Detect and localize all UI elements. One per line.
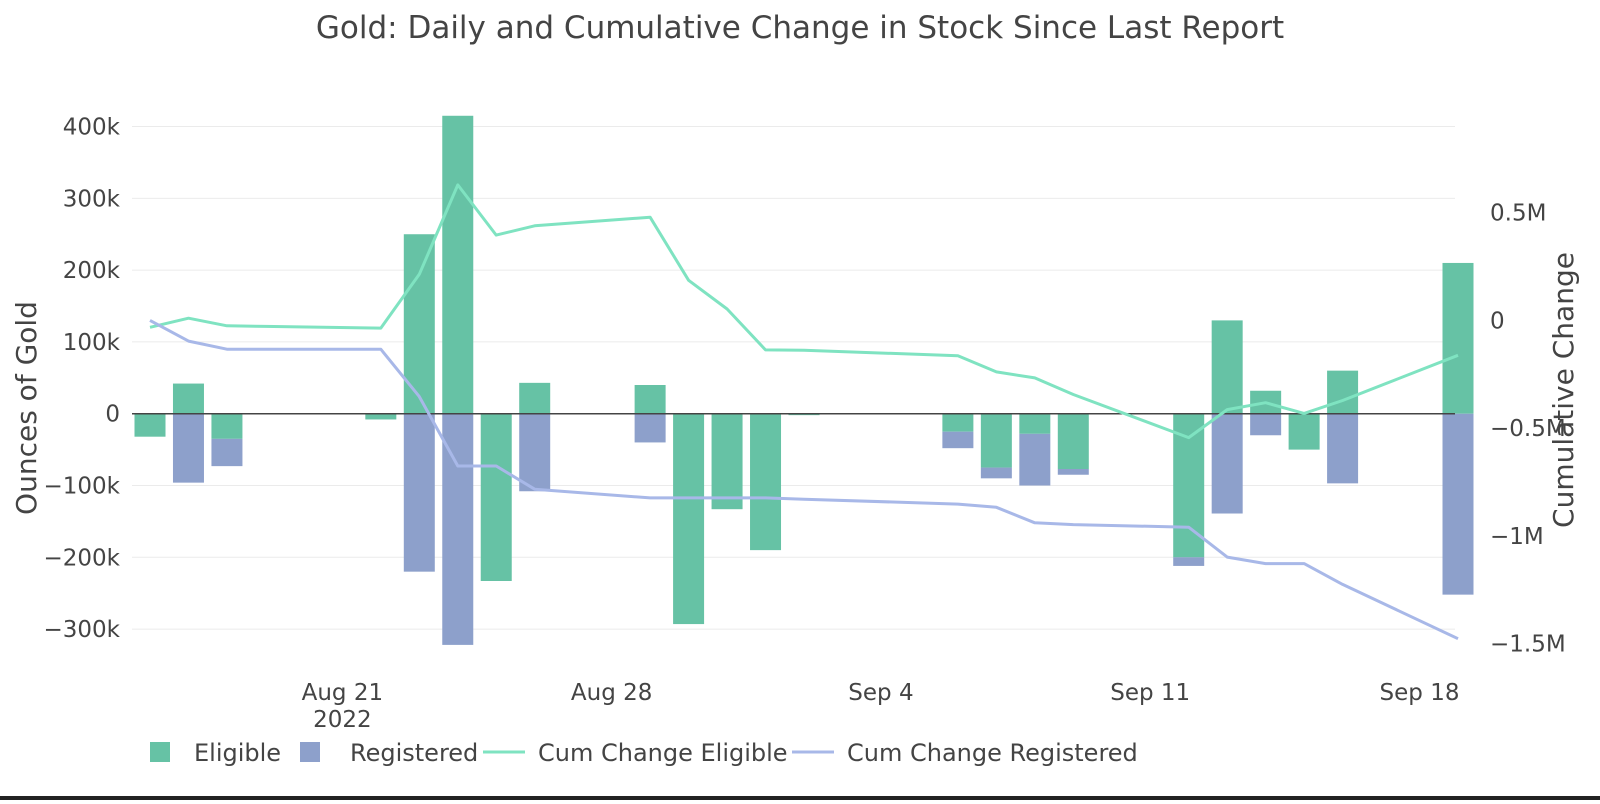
chart-title: Gold: Daily and Cumulative Change in Sto…	[316, 10, 1284, 46]
x-year-label: 2022	[313, 707, 372, 733]
bar-registered	[1250, 413, 1282, 436]
bar-eligible	[211, 413, 243, 439]
bar-eligible	[1211, 320, 1243, 414]
gridlines	[132, 126, 1455, 630]
legend: Eligible Registered Cum Change Eligible Cum…	[150, 739, 1138, 767]
y-axis-left-title: Ounces of Gold	[10, 301, 43, 515]
bar-eligible	[711, 413, 743, 510]
bar-registered	[403, 413, 435, 572]
legend-swatch-eligible	[150, 742, 170, 762]
bar-registered	[1442, 413, 1474, 595]
bar-eligible	[1442, 262, 1474, 414]
bar-registered	[1173, 557, 1205, 566]
y-right-tick-label: −1M	[1490, 524, 1544, 550]
bar-eligible	[1019, 413, 1051, 434]
bar-registered	[519, 413, 551, 492]
legend-label-registered: Registered	[350, 739, 478, 767]
bars	[134, 115, 1474, 645]
x-tick-label: Aug 21	[302, 680, 384, 706]
bar-eligible	[403, 234, 435, 414]
bar-eligible	[750, 413, 782, 551]
bar-eligible	[634, 385, 666, 414]
bar-registered	[172, 413, 204, 483]
bar-registered	[634, 413, 666, 443]
legend-label-cum-change-eligible: Cum Change Eligible	[538, 739, 788, 767]
line-cum-change-registered	[149, 319, 1459, 641]
y-right-tick-label: 0	[1490, 308, 1505, 334]
y-left-tick-label: −100k	[44, 474, 121, 500]
x-tick-label: Sep 4	[848, 680, 913, 706]
bar-registered	[1327, 413, 1359, 484]
bar-eligible	[480, 413, 512, 581]
bar-registered	[1019, 433, 1051, 486]
bar-eligible	[980, 413, 1012, 468]
y-left-tick-label: 0	[105, 402, 120, 428]
bar-eligible	[134, 413, 166, 437]
bar-registered	[1057, 469, 1089, 475]
bar-eligible	[1057, 413, 1089, 469]
line-cum-change-eligible	[149, 183, 1459, 440]
legend-label-cum-change-registered: Cum Change Registered	[847, 739, 1138, 767]
bar-registered	[1211, 413, 1243, 514]
legend-swatch-registered	[300, 742, 320, 762]
y-left-tick-label: 100k	[63, 330, 121, 356]
bottom-border	[0, 796, 1600, 800]
legend-label-eligible: Eligible	[194, 739, 281, 767]
y-right-tick-label: −1.5M	[1490, 631, 1566, 657]
y-left-tick-label: 300k	[63, 186, 121, 212]
bar-eligible	[942, 413, 974, 432]
bar-eligible	[519, 382, 551, 414]
y-left-tick-label: 400k	[63, 115, 121, 141]
y-left-tick-label: 200k	[63, 258, 121, 284]
bar-registered	[942, 431, 974, 449]
y-right-tick-label: −0.5M	[1490, 416, 1566, 442]
bar-eligible	[365, 413, 397, 420]
x-tick-label: Sep 11	[1110, 680, 1190, 706]
cumulative-lines	[149, 183, 1459, 641]
bar-registered	[211, 438, 243, 467]
y-right-tick-label: 0.5M	[1490, 201, 1546, 227]
bar-eligible	[673, 413, 705, 625]
bar-eligible	[1288, 413, 1320, 450]
bar-eligible	[1327, 370, 1359, 414]
axis-ticks: 400k 300k 200k 100k 0 −100k −200k −300k 0.5M 0 −0.…	[44, 115, 1566, 733]
y-left-tick-label: −200k	[44, 545, 121, 571]
x-tick-label: Aug 28	[571, 680, 653, 706]
x-tick-label: Sep 18	[1380, 680, 1460, 706]
bar-eligible	[442, 115, 474, 414]
bar-eligible	[172, 383, 204, 414]
bar-registered	[980, 467, 1012, 479]
y-left-tick-label: −300k	[44, 617, 121, 643]
bar-registered	[442, 413, 474, 645]
y-axis-right-title: Cumulative Change	[1547, 252, 1580, 528]
